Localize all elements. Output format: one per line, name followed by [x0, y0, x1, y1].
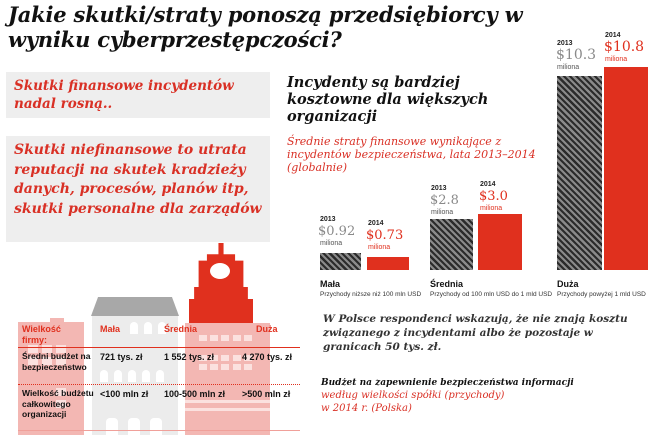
budget-subtitle: według wielkości spółki (przychody) w 20…: [321, 389, 651, 415]
budget-subtitle-line1: według wielkości spółki (przychody): [321, 390, 505, 401]
building-stripe: [185, 408, 270, 411]
year-label: 2014: [480, 181, 496, 188]
bar-2014-small: [367, 257, 409, 270]
unit-label: miliona: [431, 209, 454, 216]
small-building: [18, 322, 84, 435]
table-bottom-line: [18, 430, 300, 431]
building-window: [199, 364, 207, 370]
bar-2013-medium: [430, 219, 473, 270]
gray-building-roof: [91, 297, 179, 316]
cell-small: 721 tys. zł: [100, 352, 143, 362]
header-company-size: Wielkość firmy:: [22, 324, 61, 345]
building-stripe: [185, 400, 270, 403]
budget-subtitle-line2: w 2014 r. (Polska): [321, 403, 412, 414]
bar-2014-medium: [478, 214, 522, 270]
header-large: Duża: [256, 324, 278, 334]
building-door: [106, 418, 118, 435]
year-label: 2013: [557, 40, 573, 47]
building-window: [233, 335, 241, 341]
category-description: Przychody niższe niż 100 mln USD: [320, 291, 422, 298]
building-window: [42, 357, 52, 365]
year-label: 2013: [320, 216, 336, 223]
building-window: [244, 355, 252, 361]
building-window: [221, 364, 229, 370]
building-window: [114, 370, 122, 382]
building-window: [130, 322, 138, 334]
row-label: Średni budżet na bezpieczeństwo: [22, 351, 91, 372]
header-medium: Średnia: [164, 324, 198, 334]
page-title: Jakie skutki/straty ponoszą przedsiębior…: [8, 2, 523, 52]
unit-label: miliona: [557, 64, 580, 71]
unit-label: miliona: [368, 244, 391, 251]
building-window: [221, 335, 229, 341]
building-window: [210, 364, 218, 370]
cell-small: <100 mln zł: [100, 389, 149, 399]
building-window: [142, 370, 150, 382]
bar-2014-large: [604, 67, 648, 270]
nonfinancial-effects-box: Skutki niefinansowe to utrata reputacji …: [6, 136, 270, 242]
year-label: 2014: [605, 32, 621, 39]
building-door: [150, 418, 162, 435]
value-2014: $10.8: [604, 39, 645, 55]
value-2014: $0.73: [366, 228, 404, 243]
bar-2013-small: [320, 253, 361, 270]
row-label: Wielkość budżetu całkowitego organizacji: [22, 388, 94, 419]
building-window: [128, 370, 136, 382]
building-window: [199, 355, 207, 361]
bar-2013-large: [557, 76, 602, 270]
cell-large: >500 mln zł: [242, 389, 291, 399]
poland-note: W Polsce respondenci wskazują, że nie zn…: [323, 313, 628, 353]
cell-medium: 1 552 tys. zł: [164, 352, 215, 362]
category-description: Przychody powyżej 1 mld USD: [557, 291, 646, 298]
building-window: [233, 355, 241, 361]
building-window: [221, 355, 229, 361]
building-window: [233, 364, 241, 370]
building-door: [128, 418, 140, 435]
value-2013: $0.92: [318, 224, 356, 239]
value-2014: $3.0: [479, 189, 508, 204]
building-window: [28, 345, 38, 353]
incidents-subtitle: Średnie straty finansowe wynikające z in…: [287, 135, 536, 174]
table-divider: [18, 347, 300, 348]
category-description: Przychody od 100 mln USD do 1 mld USD: [430, 291, 553, 298]
year-label: 2014: [368, 220, 384, 227]
building-window: [244, 335, 252, 341]
building-window: [156, 370, 164, 382]
budget-title: Budżet na zapewnienie bezpieczeństwa inf…: [321, 378, 574, 388]
category-label: Duża: [557, 279, 579, 289]
table-divider-dotted: [18, 384, 300, 385]
cell-medium: 100-500 mln zł: [164, 389, 226, 399]
building-window: [56, 388, 66, 396]
building-window: [56, 400, 66, 408]
large-building-tower: [189, 243, 253, 323]
value-2013: $10.3: [556, 47, 597, 63]
building-window: [199, 335, 207, 341]
building-window: [210, 335, 218, 341]
building-window: [56, 357, 66, 365]
financial-effects-box: Skutki finansowe incydentów nadal rosną.…: [6, 72, 270, 118]
large-building-wing: [230, 323, 270, 435]
cell-large: 4 270 tys. zł: [242, 352, 293, 362]
category-label: Średnia: [430, 279, 464, 289]
building-window: [158, 322, 166, 334]
unit-label: miliona: [480, 205, 503, 212]
building-window: [244, 364, 252, 370]
building-window: [28, 357, 38, 365]
building-window: [210, 355, 218, 361]
building-window: [144, 322, 152, 334]
unit-label: miliona: [320, 240, 343, 247]
incidents-heading: Incydenty są bardziej kosztowne dla więk…: [287, 74, 489, 125]
category-label: Mała: [320, 279, 341, 289]
year-label: 2013: [431, 185, 447, 192]
building-window: [42, 345, 52, 353]
header-small: Mała: [100, 324, 121, 334]
building-window: [100, 370, 108, 382]
unit-label: miliona: [605, 56, 628, 63]
value-2013: $2.8: [430, 193, 459, 208]
building-window: [56, 345, 66, 353]
tower-round-window: [210, 263, 230, 279]
